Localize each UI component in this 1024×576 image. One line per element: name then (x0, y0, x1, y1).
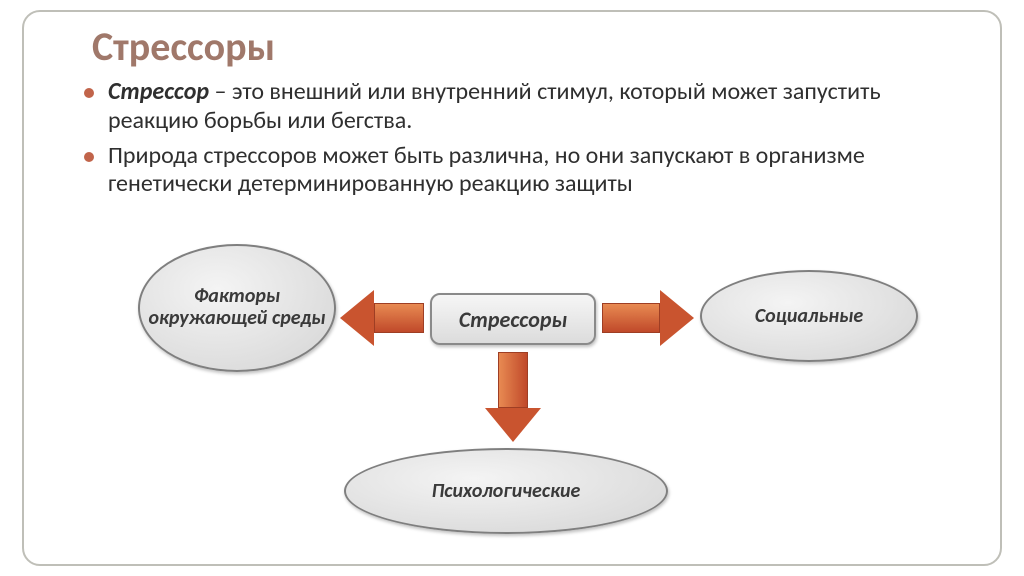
bullet-text: – это внешний или внутренний стимул, кот… (108, 77, 881, 135)
slide-title: Стрессоры (92, 22, 275, 71)
bullet-item: Природа стрессоров может быть различна, … (84, 142, 964, 200)
bullet-text: Природа стрессоров может быть различна, … (108, 141, 865, 199)
bullet-list: Стрессор – это внешний или внутренний ст… (84, 78, 964, 205)
bullet-term: Стрессор (108, 77, 209, 106)
bullet-item: Стрессор – это внешний или внутренний ст… (84, 78, 964, 136)
